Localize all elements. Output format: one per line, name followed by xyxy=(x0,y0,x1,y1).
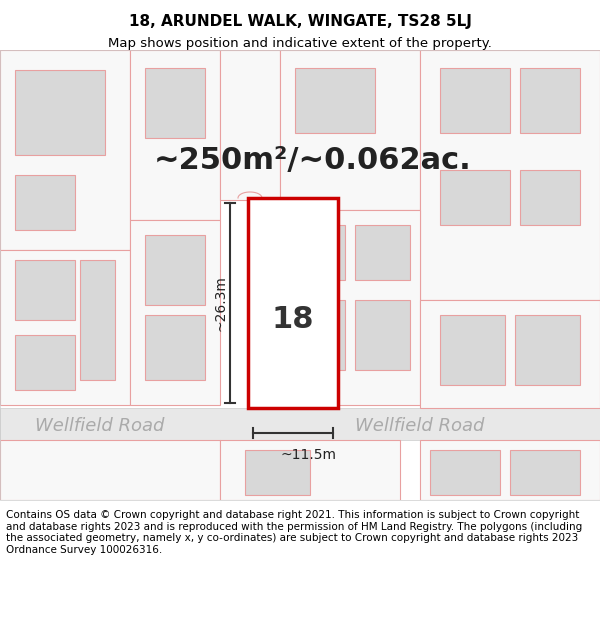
Bar xyxy=(145,68,205,138)
Bar xyxy=(15,70,105,155)
Bar xyxy=(220,440,400,500)
Bar xyxy=(420,300,600,408)
Bar xyxy=(280,50,420,210)
Text: ~250m²/~0.062ac.: ~250m²/~0.062ac. xyxy=(154,146,472,174)
Bar xyxy=(440,315,505,385)
Bar xyxy=(15,175,75,230)
Bar xyxy=(520,170,580,225)
Polygon shape xyxy=(238,192,262,198)
Bar xyxy=(440,170,510,225)
Bar xyxy=(355,300,410,370)
Bar xyxy=(245,450,310,495)
Bar xyxy=(0,250,130,405)
Bar xyxy=(440,68,510,133)
Bar xyxy=(430,450,500,495)
Text: 18, ARUNDEL WALK, WINGATE, TS28 5LJ: 18, ARUNDEL WALK, WINGATE, TS28 5LJ xyxy=(128,14,472,29)
Bar xyxy=(515,315,580,385)
Bar xyxy=(220,50,280,200)
Bar xyxy=(145,235,205,305)
Text: 18: 18 xyxy=(272,305,314,334)
Bar xyxy=(295,68,375,133)
Text: ~11.5m: ~11.5m xyxy=(280,448,336,462)
Bar xyxy=(130,50,220,220)
Bar xyxy=(0,440,220,500)
Bar xyxy=(290,300,345,370)
Bar xyxy=(510,450,580,495)
Bar xyxy=(0,50,130,250)
Bar xyxy=(248,198,338,408)
Text: Wellfield Road: Wellfield Road xyxy=(35,417,164,434)
Bar xyxy=(355,225,410,280)
Bar xyxy=(420,440,600,500)
Text: Contains OS data © Crown copyright and database right 2021. This information is : Contains OS data © Crown copyright and d… xyxy=(6,510,582,555)
Text: ~26.3m: ~26.3m xyxy=(213,275,227,331)
Bar xyxy=(280,210,420,405)
Bar xyxy=(420,50,600,300)
Bar xyxy=(130,220,220,405)
Bar xyxy=(80,260,115,380)
Bar xyxy=(520,68,580,133)
Bar xyxy=(290,225,345,280)
Bar xyxy=(15,260,75,320)
Text: Map shows position and indicative extent of the property.: Map shows position and indicative extent… xyxy=(108,38,492,51)
Bar xyxy=(15,335,75,390)
Bar xyxy=(145,315,205,380)
Text: Wellfield Road: Wellfield Road xyxy=(355,417,485,434)
Bar xyxy=(0,408,600,440)
